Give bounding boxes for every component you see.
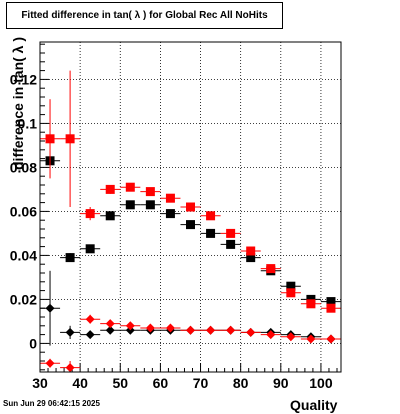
data-point [186, 325, 195, 335]
data-point [65, 327, 75, 337]
y-tick-label: 0.08 [10, 159, 37, 175]
y-tick-label: 0.1 [18, 115, 38, 131]
data-point [65, 253, 75, 263]
series-3 [40, 314, 341, 373]
footer-timestamp: Sun Jun 29 06:42:15 2025 [3, 399, 100, 408]
data-point [226, 325, 236, 335]
x-axis-ticks: 30 40 50 60 70 80 90 100 [32, 363, 338, 391]
data-point [145, 200, 155, 210]
data-point [206, 211, 216, 221]
data-point [306, 299, 316, 309]
data-point [246, 327, 256, 337]
data-point [85, 244, 95, 254]
series-0 [40, 156, 341, 307]
data-point [165, 323, 175, 333]
data-point [286, 288, 296, 298]
data-point [45, 303, 55, 313]
data-point [105, 325, 115, 335]
data-point [306, 334, 316, 344]
x-tick-label: 40 [72, 375, 88, 391]
data-point [85, 314, 95, 324]
data-point [105, 211, 115, 221]
y-tick-label: 0.02 [10, 291, 37, 307]
chart-title: Fitted difference in tan( λ ) for Global… [6, 2, 283, 29]
data-point [286, 332, 296, 342]
y-tick-label: 0.12 [10, 71, 37, 87]
data-point [246, 246, 256, 256]
data-point [206, 228, 216, 238]
data-point [45, 358, 55, 368]
data-point [125, 321, 135, 331]
data-point [65, 363, 75, 373]
data-point [286, 281, 296, 291]
data-point [45, 134, 55, 144]
data-point [226, 239, 236, 249]
data-point [186, 220, 195, 230]
data-point [165, 193, 175, 203]
x-tick-label: 50 [112, 375, 128, 391]
data-point [65, 134, 75, 144]
data-point [85, 209, 95, 219]
y-axis-ticks: 0 0.02 0.04 0.06 0.08 0.1 0.12 [10, 43, 49, 371]
data-point [226, 228, 236, 238]
data-point [125, 182, 135, 192]
data-point [266, 330, 276, 340]
data-point [145, 187, 155, 197]
data-point [326, 303, 336, 313]
x-tick-label: 90 [273, 375, 289, 391]
data-point [206, 325, 216, 335]
data-point [326, 297, 336, 307]
data-point [246, 253, 256, 263]
x-tick-label: 100 [309, 375, 333, 391]
data-point [105, 184, 115, 194]
data-point [145, 323, 155, 333]
x-tick-label: 60 [153, 375, 169, 391]
data-marks [40, 70, 341, 373]
data-point [85, 330, 95, 340]
data-point [165, 209, 175, 219]
grid-lines [40, 42, 341, 372]
y-axis-label: difference in tan( λ ) [10, 36, 26, 170]
plot-frame [39, 41, 342, 373]
data-point [186, 202, 195, 212]
x-tick-label: 80 [233, 375, 249, 391]
y-tick-label: 0.04 [10, 247, 37, 263]
x-tick-label: 30 [32, 375, 48, 391]
data-point [105, 319, 115, 329]
y-tick-label: 0 [29, 335, 37, 351]
x-tick-label: 70 [193, 375, 209, 391]
x-axis-label: Quality [290, 397, 338, 413]
data-point [326, 334, 336, 344]
series-1 [40, 70, 341, 313]
data-point [125, 200, 135, 210]
y-tick-label: 0.06 [10, 203, 37, 219]
data-point [266, 264, 276, 274]
